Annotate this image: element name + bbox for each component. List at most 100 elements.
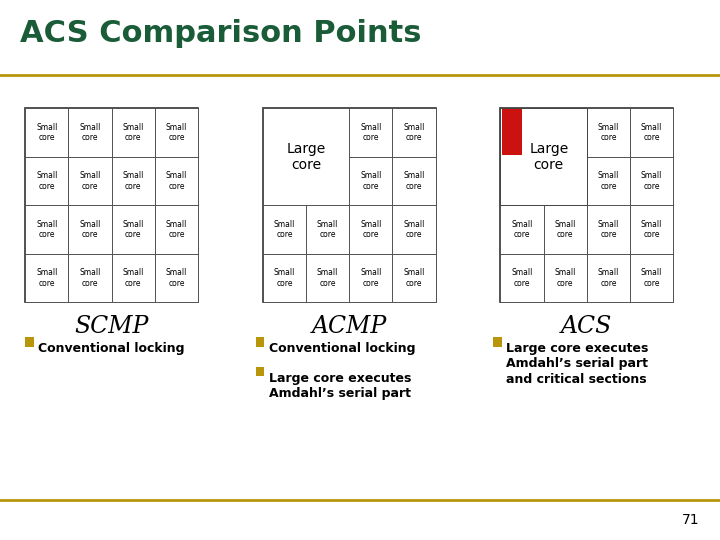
Bar	[493, 337, 502, 347]
Text: Small
core: Small core	[360, 268, 382, 288]
Bar	[349, 254, 392, 302]
Bar	[68, 157, 112, 205]
Bar	[155, 157, 198, 205]
Bar	[392, 254, 436, 302]
Bar	[630, 205, 673, 254]
Text: Small
core: Small core	[598, 268, 619, 288]
Text: Small
core: Small core	[511, 220, 533, 239]
Text: Small
core: Small core	[403, 123, 425, 142]
Bar	[306, 205, 349, 254]
Bar	[25, 337, 34, 347]
Bar	[392, 108, 436, 157]
Text: Small
core: Small core	[36, 268, 58, 288]
Text: Small
core: Small core	[166, 268, 187, 288]
Bar	[155, 108, 198, 157]
Text: Large core executes
Amdahl’s serial part: Large core executes Amdahl’s serial part	[269, 372, 411, 400]
Bar	[25, 108, 68, 157]
Bar	[587, 205, 630, 254]
Bar	[630, 108, 673, 157]
Bar	[25, 157, 68, 205]
Text: Small
core: Small core	[79, 268, 101, 288]
Text: Conventional locking: Conventional locking	[269, 342, 415, 355]
Bar	[256, 337, 264, 347]
Bar	[630, 254, 673, 302]
Bar	[256, 367, 264, 376]
Bar	[349, 108, 392, 157]
Bar	[349, 205, 392, 254]
Text: Large
core: Large core	[529, 141, 568, 172]
Text: Small
core: Small core	[403, 171, 425, 191]
Bar	[263, 108, 349, 205]
Bar	[155, 254, 198, 302]
Bar	[25, 108, 198, 302]
Text: Small
core: Small core	[554, 220, 576, 239]
Text: 71: 71	[683, 512, 700, 526]
Text: Small
core: Small core	[511, 268, 533, 288]
Text: Small
core: Small core	[554, 268, 576, 288]
Bar	[587, 108, 630, 157]
Text: Small
core: Small core	[122, 268, 144, 288]
Text: Small
core: Small core	[641, 171, 662, 191]
Text: Small
core: Small core	[641, 220, 662, 239]
Bar	[392, 157, 436, 205]
Text: Small
core: Small core	[641, 123, 662, 142]
Bar	[263, 205, 306, 254]
Bar	[544, 205, 587, 254]
Bar	[500, 205, 544, 254]
Text: Small
core: Small core	[360, 171, 382, 191]
Bar	[68, 254, 112, 302]
Bar	[392, 205, 436, 254]
Bar	[630, 157, 673, 205]
Bar	[587, 254, 630, 302]
Text: Small
core: Small core	[36, 123, 58, 142]
Text: Small
core: Small core	[36, 171, 58, 191]
Text: Conventional locking: Conventional locking	[38, 342, 184, 355]
Bar	[587, 157, 630, 205]
Text: Small
core: Small core	[598, 171, 619, 191]
Bar	[544, 254, 587, 302]
Bar	[500, 108, 587, 205]
Bar	[155, 205, 198, 254]
Text: Small
core: Small core	[79, 123, 101, 142]
Bar	[263, 254, 306, 302]
Bar	[500, 254, 544, 302]
Bar	[68, 205, 112, 254]
Bar	[68, 108, 112, 157]
Bar	[263, 108, 436, 302]
Text: Small
core: Small core	[274, 220, 295, 239]
Text: Small
core: Small core	[166, 171, 187, 191]
Bar	[25, 205, 68, 254]
Text: Small
core: Small core	[79, 171, 101, 191]
Text: Small
core: Small core	[403, 268, 425, 288]
Text: Small
core: Small core	[317, 268, 338, 288]
Text: Small
core: Small core	[36, 220, 58, 239]
Text: SCMP: SCMP	[74, 315, 149, 338]
Bar	[25, 254, 68, 302]
Text: Small
core: Small core	[641, 268, 662, 288]
Bar	[112, 108, 155, 157]
Text: Small
core: Small core	[79, 220, 101, 239]
Text: Small
core: Small core	[166, 220, 187, 239]
Text: Small
core: Small core	[598, 220, 619, 239]
Bar	[112, 157, 155, 205]
Bar	[500, 108, 673, 302]
Text: ACS: ACS	[561, 315, 613, 338]
Text: Large core executes
Amdahl’s serial part
and critical sections: Large core executes Amdahl’s serial part…	[506, 342, 649, 386]
Bar	[112, 254, 155, 302]
Bar	[500, 108, 587, 205]
Text: Large
core: Large core	[287, 141, 325, 172]
Text: Small
core: Small core	[274, 268, 295, 288]
Text: Small
core: Small core	[122, 123, 144, 142]
Bar	[112, 205, 155, 254]
Bar	[306, 254, 349, 302]
Bar	[349, 157, 392, 205]
Text: Small
core: Small core	[360, 123, 382, 142]
Text: Small
core: Small core	[360, 220, 382, 239]
Bar	[502, 109, 521, 156]
Text: Small
core: Small core	[122, 171, 144, 191]
Text: Small
core: Small core	[598, 123, 619, 142]
Text: Small
core: Small core	[403, 220, 425, 239]
Text: Small
core: Small core	[122, 220, 144, 239]
Text: Small
core: Small core	[166, 123, 187, 142]
Text: Small
core: Small core	[317, 220, 338, 239]
